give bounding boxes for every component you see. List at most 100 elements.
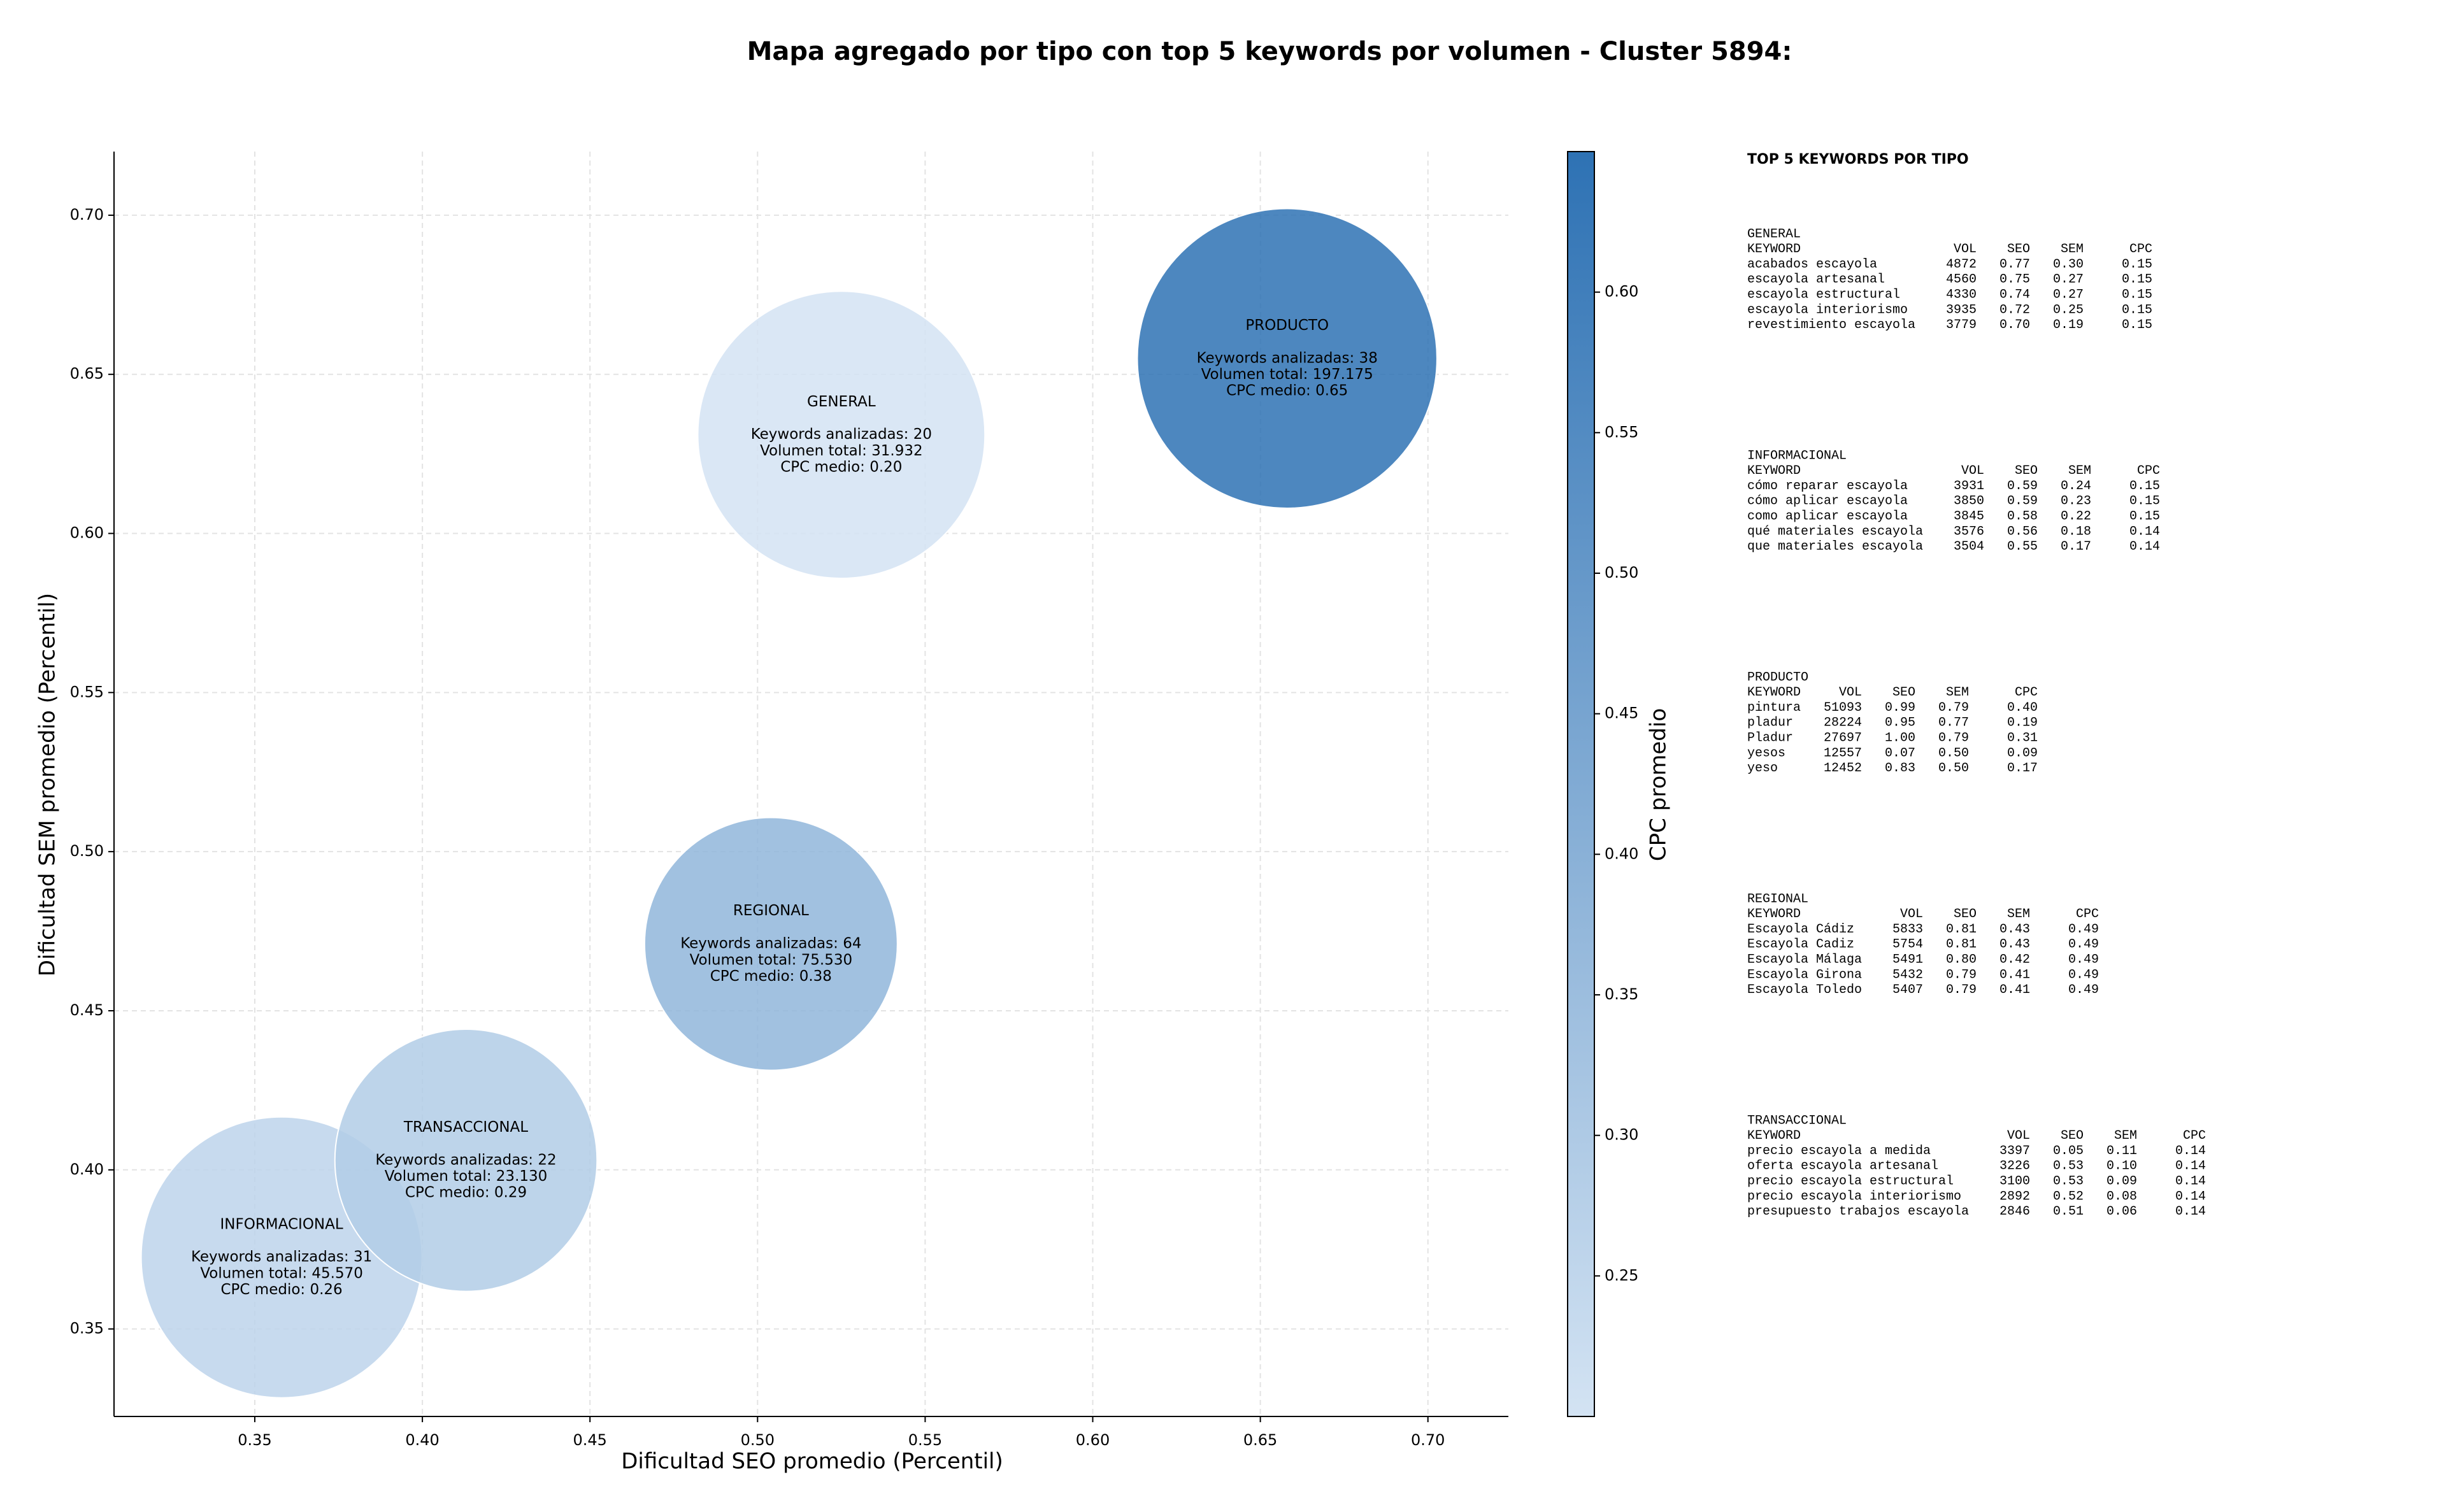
table-cell: 0.15 bbox=[2122, 318, 2152, 332]
bubble-annotation: CPC medio: 0.26 bbox=[221, 1281, 343, 1298]
bubble-annotation: Volumen total: 45.570 bbox=[200, 1265, 363, 1281]
table-header: VOL bbox=[2007, 1129, 2030, 1143]
table-cell: pladur bbox=[1747, 716, 1793, 731]
table-cell: 3850 bbox=[1954, 494, 1984, 509]
table-cell: 0.15 bbox=[2129, 494, 2160, 509]
table-header: CPC bbox=[2137, 464, 2160, 478]
table-cell: Escayola Málaga bbox=[1747, 952, 1862, 967]
y-tick-label: 0.45 bbox=[70, 1001, 104, 1019]
table-cell: 0.11 bbox=[2106, 1144, 2137, 1159]
table-cell: yeso bbox=[1747, 761, 1778, 776]
table-header: SEM bbox=[2061, 242, 2084, 257]
table-cell: 3576 bbox=[1954, 524, 1984, 539]
x-tick-label: 0.60 bbox=[1076, 1431, 1110, 1449]
table-cell: 0.14 bbox=[2175, 1204, 2206, 1219]
table-cell: 3397 bbox=[1999, 1144, 2030, 1159]
bubble-label: PRODUCTO bbox=[1245, 317, 1329, 334]
table-cell: precio escayola estructural bbox=[1747, 1174, 1954, 1188]
table-cell: 0.19 bbox=[2007, 716, 2038, 731]
table-cell: 0.49 bbox=[2068, 967, 2099, 982]
table-header: VOL bbox=[1961, 464, 1984, 478]
bubble-annotation: Volumen total: 75.530 bbox=[690, 952, 853, 968]
group-name: GENERAL bbox=[1747, 227, 1801, 241]
y-tick-label: 0.70 bbox=[70, 206, 104, 224]
table-cell: 0.09 bbox=[2106, 1174, 2137, 1188]
table-cell: 0.41 bbox=[1999, 967, 2030, 982]
table-cell: 0.15 bbox=[2129, 509, 2160, 524]
table-cell: 51093 bbox=[1824, 701, 1862, 715]
bubble-annotation: CPC medio: 0.65 bbox=[1226, 383, 1348, 399]
table-cell: 0.25 bbox=[2053, 303, 2084, 317]
table-cell: Escayola Cádiz bbox=[1747, 922, 1854, 937]
colorbar bbox=[1567, 151, 1595, 1417]
table-cell: 28224 bbox=[1824, 716, 1862, 731]
colorbar-tick-label: 0.60 bbox=[1605, 283, 1638, 301]
table-cell: 0.43 bbox=[1999, 922, 2030, 937]
table-header: SEO bbox=[2007, 242, 2030, 257]
y-tick-label: 0.40 bbox=[70, 1160, 104, 1178]
table-header: SEM bbox=[2068, 464, 2091, 478]
table-cell: 0.79 bbox=[1938, 731, 1969, 745]
table-cell: 0.49 bbox=[2068, 952, 2099, 967]
bubble bbox=[697, 290, 986, 580]
table-cell: 3935 bbox=[1946, 303, 1977, 317]
table-header: SEM bbox=[1946, 685, 1969, 700]
table-cell: 0.52 bbox=[2053, 1189, 2084, 1204]
table-cell: que materiales escayola bbox=[1747, 539, 1923, 554]
bubble-annotation: Volumen total: 23.130 bbox=[385, 1168, 548, 1185]
group-name: REGIONAL bbox=[1747, 892, 1808, 906]
table-cell: como aplicar escayola bbox=[1747, 509, 1908, 524]
table-cell: 3100 bbox=[1999, 1174, 2030, 1188]
bubble-annotation: Keywords analizadas: 20 bbox=[751, 426, 932, 443]
table-cell: 5833 bbox=[1892, 922, 1923, 937]
table-header: KEYWORD bbox=[1747, 907, 1801, 922]
table-cell: 2892 bbox=[1999, 1189, 2030, 1204]
table-cell: 0.49 bbox=[2068, 983, 2099, 997]
table-cell: 3226 bbox=[1999, 1159, 2030, 1174]
table-cell: 0.27 bbox=[2053, 273, 2084, 287]
table-cell: 27697 bbox=[1824, 731, 1862, 745]
table-cell: 0.95 bbox=[1885, 716, 1915, 731]
table-header: VOL bbox=[1954, 242, 1977, 257]
table-cell: 0.51 bbox=[2053, 1204, 2084, 1219]
table-cell: Escayola Toledo bbox=[1747, 983, 1862, 997]
bubble-annotation: CPC medio: 0.38 bbox=[710, 968, 832, 985]
colorbar-label: CPC promedio bbox=[1646, 708, 1671, 861]
table-cell: 0.49 bbox=[2068, 922, 2099, 937]
table-cell: 0.79 bbox=[1938, 701, 1969, 715]
table-cell: 0.24 bbox=[2061, 479, 2091, 494]
y-axis-label: Dificultad SEM promedio (Percentil) bbox=[35, 593, 61, 976]
table-cell: 0.05 bbox=[2053, 1144, 2084, 1159]
table-header: SEM bbox=[2114, 1129, 2137, 1143]
table-cell: 0.70 bbox=[1999, 318, 2030, 332]
table-header: VOL bbox=[1839, 685, 1862, 700]
table-cell: 0.53 bbox=[2053, 1174, 2084, 1188]
table-cell: presupuesto trabajos escayola bbox=[1747, 1204, 1969, 1219]
bubble-annotation: Keywords analizadas: 38 bbox=[1197, 350, 1378, 366]
table-header: KEYWORD bbox=[1747, 464, 1801, 478]
table-cell: 0.83 bbox=[1885, 761, 1915, 776]
table-cell: 0.14 bbox=[2175, 1159, 2206, 1174]
table-cell: cómo reparar escayola bbox=[1747, 479, 1908, 494]
table-cell: 0.15 bbox=[2129, 479, 2160, 494]
table-header: CPC bbox=[2015, 685, 2038, 700]
bubble-annotation: CPC medio: 0.20 bbox=[780, 459, 902, 476]
colorbar-tick-label: 0.35 bbox=[1605, 985, 1638, 1003]
bubble bbox=[1136, 208, 1438, 509]
bubble-label: INFORMACIONAL bbox=[220, 1216, 343, 1232]
table-cell: 0.74 bbox=[1999, 287, 2030, 302]
bubble-label: TRANSACCIONAL bbox=[403, 1119, 528, 1136]
bubble-label: REGIONAL bbox=[733, 902, 809, 919]
table-cell: 0.80 bbox=[1946, 952, 1977, 967]
colorbar-tick-label: 0.55 bbox=[1605, 423, 1638, 441]
bubble bbox=[334, 1029, 598, 1292]
table-cell: 0.17 bbox=[2061, 539, 2091, 554]
table-cell: 0.81 bbox=[1946, 938, 1977, 952]
table-cell: 0.15 bbox=[2122, 303, 2152, 317]
table-cell: 0.55 bbox=[2007, 539, 2038, 554]
group-name: TRANSACCIONAL bbox=[1747, 1113, 1847, 1128]
table-cell: 0.59 bbox=[2007, 479, 2038, 494]
table-header: SEM bbox=[2007, 907, 2030, 922]
table-cell: precio escayola interiorismo bbox=[1747, 1189, 1961, 1204]
